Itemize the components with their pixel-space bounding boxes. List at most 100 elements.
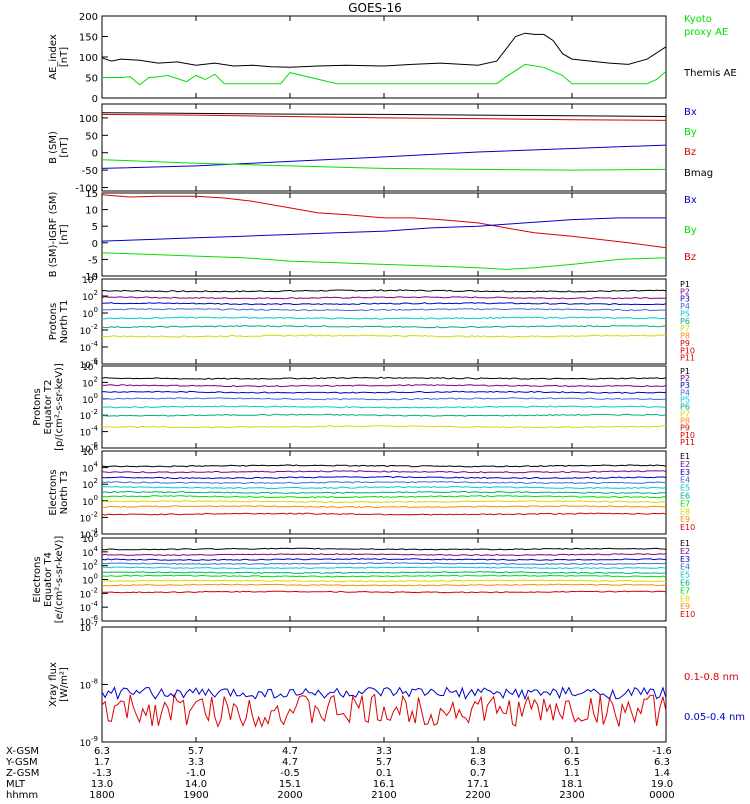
x-axis-value: 6.3 bbox=[654, 757, 670, 768]
x-axis-value: 0000 bbox=[649, 790, 674, 800]
x-axis-value: 5.7 bbox=[376, 757, 392, 768]
legend-label: E7 bbox=[680, 499, 690, 508]
x-axis-row-label: X-GSM bbox=[6, 746, 39, 757]
series-line-e6 bbox=[101, 571, 667, 574]
legend-label: P8 bbox=[680, 332, 690, 341]
y-tick-label: -10 bbox=[82, 272, 98, 283]
y-tick-label: 10-4 bbox=[80, 340, 99, 354]
y-axis-label: [nT] bbox=[59, 47, 70, 67]
legend-label: E6 bbox=[680, 579, 690, 588]
y-tick-label: 102 bbox=[82, 375, 98, 389]
y-axis-label: B (SM)-IGRF (SM) bbox=[48, 192, 59, 278]
series-line-e10 bbox=[101, 590, 667, 594]
legend-label: E1 bbox=[680, 452, 690, 461]
y-axis-label: [nT] bbox=[59, 224, 70, 244]
y-tick-exponent: 0 bbox=[94, 306, 98, 314]
legend-label: E2 bbox=[680, 460, 690, 469]
legend-label: Bmag bbox=[684, 168, 713, 179]
series-line-0-05-0-4-nm bbox=[101, 686, 667, 701]
y-tick-exponent: -2 bbox=[91, 586, 98, 594]
series-line-p2 bbox=[101, 296, 667, 300]
legend-label: P1 bbox=[680, 367, 690, 376]
y-tick-label: 10-2 bbox=[80, 586, 98, 600]
y-tick-exponent: -6 bbox=[91, 357, 99, 365]
y-tick-label: 102 bbox=[82, 289, 98, 303]
series-line-e6 bbox=[101, 490, 667, 495]
legend-label: P6 bbox=[680, 402, 690, 411]
y-tick-label: 5 bbox=[92, 222, 98, 233]
y-tick-exponent: 4 bbox=[94, 272, 99, 280]
y-tick-exponent: 6 bbox=[94, 531, 99, 539]
legend-label: By bbox=[684, 127, 697, 138]
y-axis-label: Electrons bbox=[48, 469, 59, 515]
x-axis-value: 1.1 bbox=[564, 768, 580, 779]
legend-label: P10 bbox=[680, 431, 695, 440]
y-tick-label: 100 bbox=[82, 306, 98, 320]
y-tick-label: 0 bbox=[92, 149, 98, 160]
series-line-p6 bbox=[101, 413, 667, 417]
y-tick-exponent: -4 bbox=[91, 527, 99, 535]
y-tick-label: 100 bbox=[79, 114, 98, 125]
x-axis-value: 1900 bbox=[183, 790, 208, 800]
series-line-bz bbox=[101, 113, 667, 121]
legend-label: P5 bbox=[680, 395, 690, 404]
y-tick-exponent: -2 bbox=[91, 323, 98, 331]
series-line-p2 bbox=[101, 384, 667, 388]
legend-label: P3 bbox=[680, 381, 690, 390]
y-tick-label: 0 bbox=[92, 94, 98, 105]
x-axis-value: 1.4 bbox=[654, 768, 670, 779]
y-axis-label: North T1 bbox=[59, 300, 70, 344]
y-tick-label: 104 bbox=[82, 461, 98, 475]
x-axis-value: 2000 bbox=[277, 790, 302, 800]
x-axis-value: 19.0 bbox=[651, 779, 673, 790]
x-axis-value: 18.1 bbox=[561, 779, 583, 790]
series-line-e3 bbox=[101, 558, 667, 561]
y-tick-label: 10-8 bbox=[80, 678, 98, 692]
series-line-e9 bbox=[101, 505, 667, 509]
y-tick-label: 10-2 bbox=[80, 323, 98, 337]
series-line-e8 bbox=[101, 579, 667, 583]
series-line-0-1-0-8-nm bbox=[101, 693, 667, 728]
legend-label: Bz bbox=[684, 252, 696, 263]
x-axis-value: -1.3 bbox=[92, 768, 112, 779]
y-tick-exponent: -2 bbox=[91, 510, 98, 518]
legend-label: P6 bbox=[680, 317, 690, 326]
x-axis-value: -1.6 bbox=[652, 746, 672, 757]
y-tick-label: 10 bbox=[85, 206, 98, 217]
legend-label: P11 bbox=[680, 354, 695, 363]
legend-label: Bx bbox=[684, 195, 697, 206]
legend-label: P5 bbox=[680, 309, 690, 318]
panel-frame bbox=[101, 537, 667, 622]
y-axis-label: [nT] bbox=[59, 137, 70, 157]
y-axis-label: B (SM) bbox=[48, 131, 59, 164]
y-axis-label: AE_index bbox=[48, 34, 59, 80]
series-line-p3 bbox=[101, 390, 667, 394]
x-axis-value: 1.8 bbox=[470, 746, 486, 757]
x-axis-value: 2300 bbox=[559, 790, 584, 800]
x-axis-value: 3.3 bbox=[188, 757, 204, 768]
legend-label: E4 bbox=[680, 476, 690, 485]
y-tick-exponent: 6 bbox=[94, 444, 99, 452]
x-axis-value: 6.5 bbox=[564, 757, 580, 768]
series-line-p5 bbox=[101, 316, 667, 320]
x-axis-value: 2100 bbox=[371, 790, 396, 800]
series-line-e1 bbox=[101, 547, 667, 551]
y-tick-label: 100 bbox=[79, 53, 98, 64]
x-axis-value: 1800 bbox=[89, 790, 114, 800]
legend-label: Bz bbox=[684, 147, 696, 158]
y-tick-exponent: -9 bbox=[91, 735, 98, 743]
y-axis-label: Equator T2 bbox=[43, 380, 54, 435]
x-axis-value: 17.1 bbox=[467, 779, 489, 790]
x-axis-value: 0.1 bbox=[376, 768, 392, 779]
y-axis-label: Xray flux bbox=[48, 662, 59, 707]
y-axis-label: [W/m²] bbox=[59, 667, 70, 702]
legend-label: 0.05-0.4 nm bbox=[684, 712, 745, 723]
legend-label: P2 bbox=[680, 374, 690, 383]
panel-ae: 200 150 100 50 0 AE_index [nT] Kyoto proxy AE The… bbox=[48, 12, 737, 105]
y-tick-exponent: -8 bbox=[91, 678, 98, 686]
series-line-bx bbox=[101, 217, 666, 242]
y-axis-label: Electrons bbox=[32, 556, 43, 602]
